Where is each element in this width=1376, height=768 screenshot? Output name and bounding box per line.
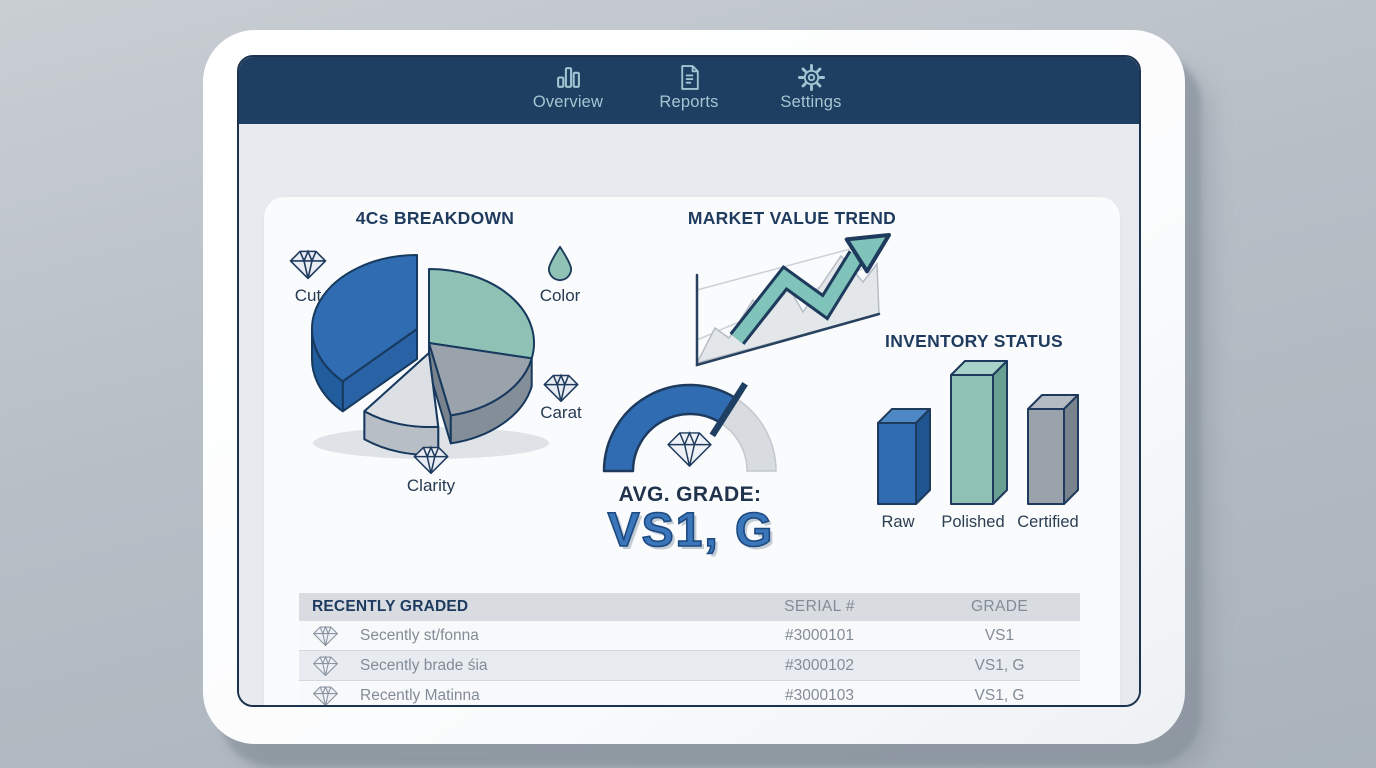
nav-label-reports: Reports (659, 93, 719, 111)
bar-chart-icon (556, 67, 580, 88)
diamond-icon (312, 625, 339, 647)
pie-label-color: Color (539, 286, 581, 305)
nav-label-overview: Overview (532, 93, 604, 111)
row-grade: VS1 (984, 626, 1015, 644)
row-grade: VS1, G (974, 656, 1025, 674)
tablet-device: Overview Reports (203, 30, 1185, 744)
pie-label-cut: Cut (294, 286, 322, 305)
diamond-icon (412, 445, 450, 475)
diamond-icon (665, 430, 714, 468)
row-name: Secently brade śia (360, 656, 488, 674)
row-name: Secently st/fonna (360, 626, 479, 644)
table-title: RECENTLY GRADED (312, 598, 469, 615)
droplet-icon (547, 245, 573, 281)
pie-slice-cut (311, 254, 418, 383)
gear-icon (797, 64, 825, 91)
gauge-needle (709, 382, 748, 438)
pie-label-carat: Carat (540, 403, 582, 422)
bar-label-polished: Polished (941, 513, 1004, 531)
avg-grade-value: VS1, G (607, 503, 775, 558)
avg-grade-label: AVG. GRADE: (618, 483, 762, 506)
pie-slice-clarity (363, 352, 440, 428)
bar-raw (877, 408, 931, 505)
row-name: Recently Matinna (360, 686, 480, 704)
table-row[interactable]: Recently Matinna #3000103 VS1, G (299, 681, 1080, 707)
bar-polished (950, 360, 1008, 505)
table-header-row: RECENTLY GRADED SERIAL # GRADE (299, 593, 1080, 621)
inventory-title: INVENTORY STATUS (885, 331, 1063, 351)
row-serial: #3000102 (785, 656, 854, 674)
recently-graded-table: RECENTLY GRADED SERIAL # GRADE Secently … (299, 593, 1080, 707)
table-row[interactable]: Secently brade śia #3000102 VS1, G (299, 651, 1080, 681)
top-navbar: Overview Reports (239, 57, 1139, 124)
market-trend-chart (695, 233, 891, 367)
pie-slice-carat (428, 342, 533, 417)
dashboard-content: 4Cs BREAKDOWN (239, 124, 1139, 705)
four-cs-title: 4Cs BREAKDOWN (355, 208, 515, 228)
row-grade: VS1, G (974, 686, 1025, 704)
diamond-icon (312, 655, 339, 677)
gauge-empty-arc (719, 397, 777, 472)
app-screen: Overview Reports (237, 55, 1141, 707)
dashboard-card: 4Cs BREAKDOWN (264, 197, 1120, 707)
inventory-bar-chart: Raw Polished Certified (877, 360, 1079, 531)
trend-axes (695, 273, 881, 367)
nav-item-reports[interactable]: Reports (634, 64, 744, 112)
nav-item-overview[interactable]: Overview (513, 64, 623, 112)
nav-item-settings[interactable]: Settings (756, 64, 866, 112)
column-header-grade: GRADE (970, 598, 1029, 615)
row-serial: #3000101 (785, 626, 854, 644)
row-serial: #3000103 (785, 686, 854, 704)
column-header-serial: SERIAL # (784, 598, 855, 615)
nav-label-settings: Settings (780, 93, 842, 111)
diamond-icon (542, 373, 580, 403)
table-row[interactable]: Secently st/fonna #3000101 VS1 (299, 621, 1080, 651)
bar-certified (1027, 394, 1079, 505)
document-icon (680, 65, 699, 90)
diamond-icon (312, 685, 339, 707)
pie-slice-color (428, 268, 535, 360)
pie-label-clarity: Clarity (406, 476, 456, 495)
diamond-icon (288, 249, 328, 280)
trend-arrow (729, 233, 891, 345)
four-cs-pie-chart (311, 254, 549, 459)
bar-label-certified: Certified (1017, 513, 1078, 531)
bar-label-raw: Raw (881, 513, 914, 531)
market-trend-title: MARKET VALUE TREND (687, 208, 897, 228)
avg-grade-gauge (602, 382, 777, 473)
